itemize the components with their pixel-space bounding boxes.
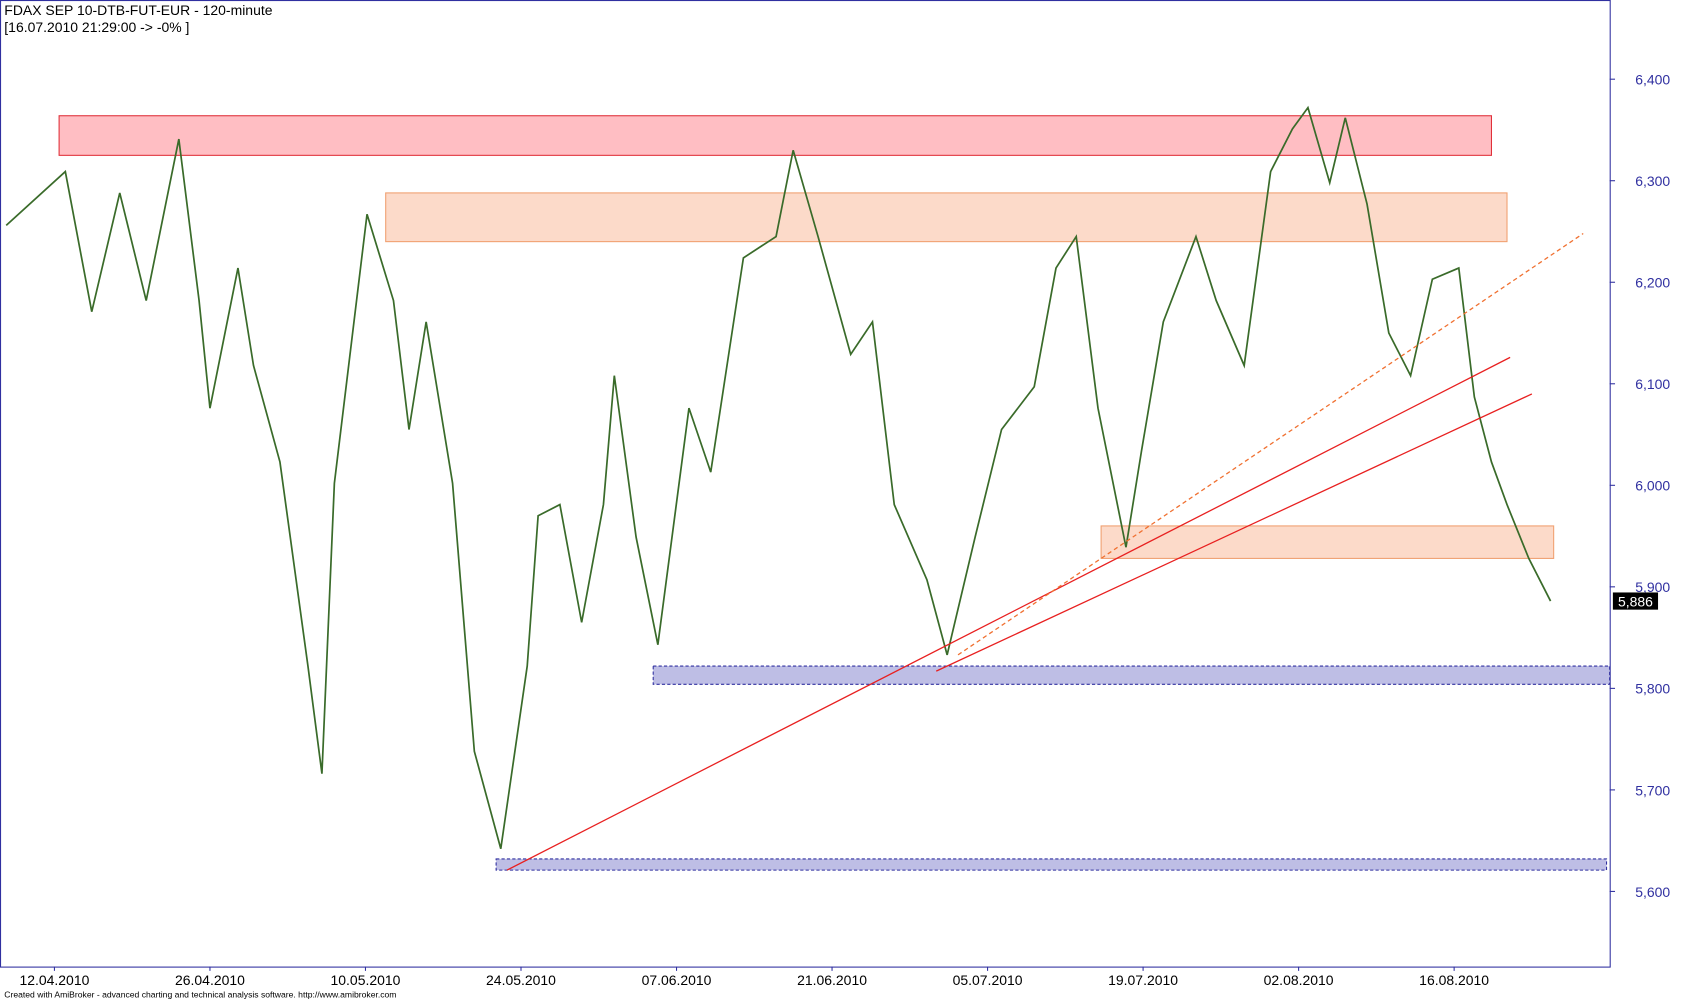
y-tick-label: 6,000 — [1635, 478, 1670, 494]
chart-title: FDAX SEP 10-DTB-FUT-EUR - 120-minute — [4, 2, 272, 18]
plot-frame — [0, 0, 1611, 968]
zone — [58, 115, 1492, 156]
last-price-label: 5,886 — [1618, 593, 1653, 609]
x-tick-label: 24.05.2010 — [486, 972, 556, 988]
y-tick-label: 5,700 — [1635, 782, 1670, 798]
chart-subtitle: [16.07.2010 21:29:00 -> -0% ] — [4, 19, 189, 35]
x-tick-label: 02.08.2010 — [1264, 972, 1334, 988]
x-tick-label: 07.06.2010 — [642, 972, 712, 988]
x-tick-label: 19.07.2010 — [1108, 972, 1178, 988]
zone — [652, 665, 1611, 685]
y-tick-label: 5,800 — [1635, 681, 1670, 697]
zone — [1100, 525, 1555, 559]
y-tick-label: 5,600 — [1635, 884, 1670, 900]
footer: Created with AmiBroker - advanced charti… — [4, 990, 396, 1000]
y-tick-label: 6,300 — [1635, 173, 1670, 189]
x-tick-label: 05.07.2010 — [953, 972, 1023, 988]
trendline — [506, 356, 1511, 871]
y-tick-label: 6,100 — [1635, 376, 1670, 392]
zone — [385, 192, 1508, 243]
x-tick-label: 26.04.2010 — [175, 972, 245, 988]
x-tick-label: 21.06.2010 — [797, 972, 867, 988]
trendline — [957, 232, 1584, 656]
y-tick-label: 6,400 — [1635, 72, 1670, 88]
x-tick-label: 10.05.2010 — [331, 972, 401, 988]
price-line — [5, 105, 1552, 850]
x-tick-label: 16.08.2010 — [1419, 972, 1489, 988]
trendline — [935, 393, 1533, 672]
zone — [495, 858, 1608, 871]
y-tick-label: 5,900 — [1635, 579, 1670, 595]
x-tick-label: 12.04.2010 — [19, 972, 89, 988]
last-price-box — [1612, 592, 1659, 610]
y-tick-label: 6,200 — [1635, 275, 1670, 291]
